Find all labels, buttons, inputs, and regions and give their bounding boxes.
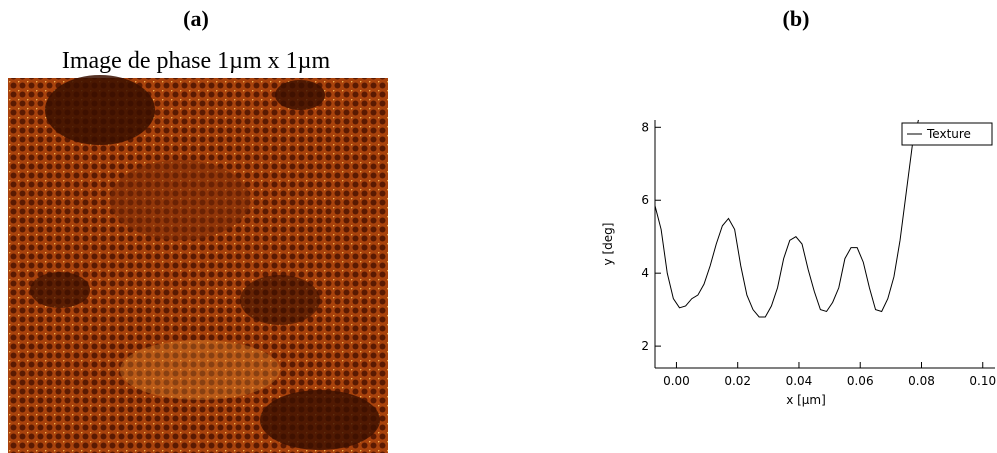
legend-label: Texture	[926, 127, 971, 141]
panel-title: Image de phase 1µm x 1µm	[62, 48, 331, 74]
panel-label: (a)	[183, 6, 209, 31]
y-tick-label: 6	[641, 193, 649, 207]
x-tick-label: 0.00	[663, 374, 690, 388]
x-tick-label: 0.06	[847, 374, 874, 388]
line-series	[654, 119, 919, 318]
x-tick-label: 0.10	[969, 374, 996, 388]
legend-box	[901, 122, 993, 146]
panel-label: (b)	[783, 6, 810, 31]
y-tick-label: 4	[641, 266, 649, 280]
x-axis-label: x [µm]	[786, 393, 826, 407]
afm-image	[8, 75, 388, 453]
y-tick-label: 8	[641, 120, 649, 134]
x-tick-label: 0.04	[786, 374, 813, 388]
x-tick-label: 0.02	[724, 374, 751, 388]
y-tick-label: 2	[641, 339, 649, 353]
x-tick-label: 0.08	[908, 374, 935, 388]
y-axis-label: y [deg]	[601, 223, 615, 266]
